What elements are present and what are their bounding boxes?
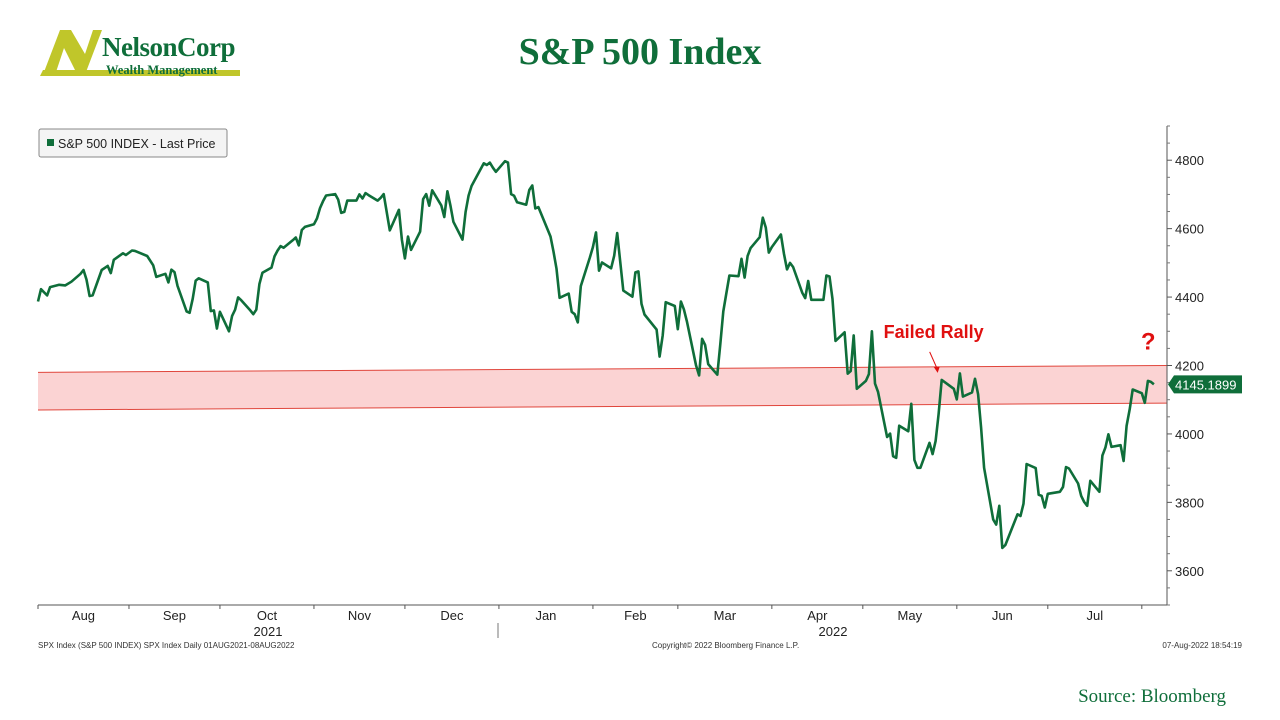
x-tick-label: Sep — [163, 608, 186, 623]
x-tick-label: Aug — [72, 608, 95, 623]
page-title: S&P 500 Index — [518, 31, 762, 73]
y-tick-label: 4000 — [1175, 427, 1204, 442]
annotation-failed-rally: Failed Rally — [884, 322, 984, 342]
source-note: Source: Bloomberg — [1078, 686, 1226, 707]
year-label: 2022 — [819, 624, 848, 639]
x-tick-label: Oct — [257, 608, 278, 623]
y-tick-label: 3600 — [1175, 564, 1204, 579]
y-tick-label: 4400 — [1175, 290, 1204, 305]
y-tick-label: 4800 — [1175, 153, 1204, 168]
band-upper-line — [37, 365, 1168, 373]
x-tick-label: Jun — [992, 608, 1013, 623]
last-price-label: 4145.1899 — [1175, 377, 1236, 392]
year-label: 2021 — [254, 624, 283, 639]
x-tick-label: Dec — [440, 608, 464, 623]
footer-copyright: Copyright© 2022 Bloomberg Finance L.P. — [652, 641, 800, 650]
logo-name: NelsonCorp — [102, 32, 236, 62]
x-tick-label: Mar — [714, 608, 737, 623]
footer-ticker-info: SPX Index (S&P 500 INDEX) SPX Index Dail… — [38, 641, 295, 650]
x-tick-label: Nov — [348, 608, 372, 623]
support-band — [37, 365, 1168, 411]
logo-mark-icon — [40, 30, 240, 76]
legend-label: S&P 500 INDEX - Last Price — [58, 137, 216, 151]
chart-annotations: 4145.1899 Failed Rally? — [884, 322, 1242, 394]
legend-box — [38, 128, 228, 158]
annotation-arrowhead — [933, 366, 940, 373]
band-fill — [38, 365, 1167, 410]
x-tick-label: Apr — [807, 608, 828, 623]
y-tick-label: 4200 — [1175, 359, 1204, 374]
company-logo: NelsonCorp Wealth Management — [40, 26, 250, 82]
price-series — [36, 159, 1155, 550]
x-tick-label: Feb — [624, 608, 646, 623]
legend-swatch — [47, 139, 54, 146]
series-line — [36, 159, 1155, 550]
chart-legend: S&P 500 INDEX - Last Price — [38, 128, 228, 158]
x-tick-label: Jul — [1086, 608, 1103, 623]
chart-axes: 3600 3800 4000 4200 4400 4600 4800 Aug Sep Oct Nov… — [37, 125, 1204, 639]
last-price-tag — [1168, 375, 1242, 394]
x-tick-label: Jan — [535, 608, 556, 623]
x-tick-label: May — [898, 608, 923, 623]
annotation-question: ? — [1141, 328, 1156, 355]
logo-tagline: Wealth Management — [106, 63, 218, 77]
y-tick-label: 4600 — [1175, 222, 1204, 237]
footer-timestamp: 07-Aug-2022 18:54:19 — [1162, 641, 1242, 650]
y-tick-label: 3800 — [1175, 495, 1204, 510]
